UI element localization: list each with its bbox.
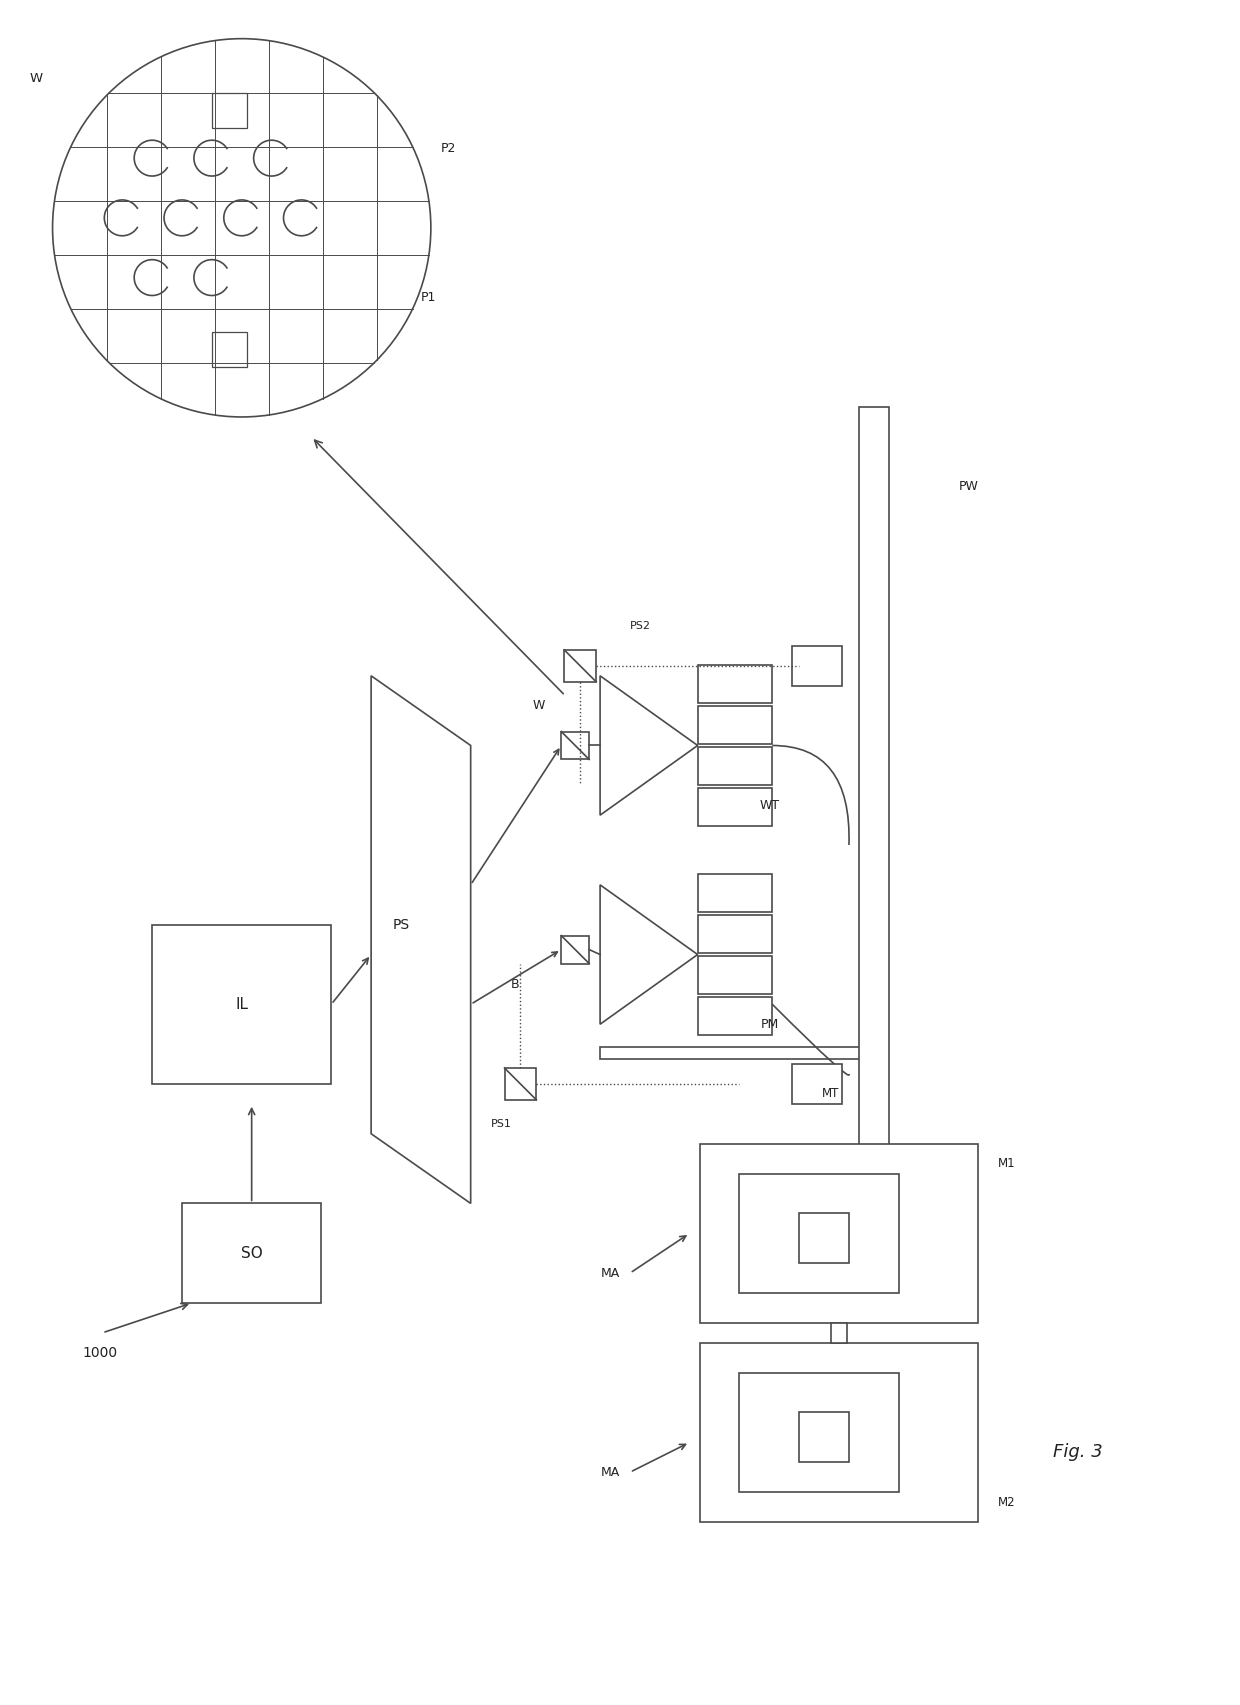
Bar: [182, 1204, 321, 1303]
Text: Fig. 3: Fig. 3: [1053, 1444, 1102, 1461]
Bar: [800, 1412, 849, 1463]
Bar: [739, 1373, 899, 1492]
Bar: [739, 1173, 899, 1292]
Text: PS1: PS1: [491, 1118, 511, 1129]
Text: PS: PS: [392, 917, 409, 931]
Bar: [699, 1344, 978, 1523]
Bar: [698, 957, 773, 994]
Text: IL: IL: [236, 997, 248, 1011]
Bar: [792, 1064, 842, 1103]
Text: MT: MT: [822, 1088, 839, 1100]
Text: MA: MA: [600, 1466, 620, 1478]
Bar: [792, 646, 842, 685]
Bar: [699, 1144, 978, 1323]
Circle shape: [52, 39, 430, 418]
Text: W: W: [533, 699, 546, 713]
Bar: [212, 332, 247, 367]
Text: PS2: PS2: [630, 621, 651, 631]
Text: P2: P2: [440, 142, 456, 155]
Bar: [698, 875, 773, 912]
Bar: [564, 650, 596, 682]
Bar: [698, 788, 773, 825]
Bar: [859, 407, 889, 1204]
Polygon shape: [371, 675, 471, 1204]
Bar: [698, 916, 773, 953]
Bar: [212, 94, 247, 128]
Bar: [698, 747, 773, 784]
Polygon shape: [600, 885, 698, 1025]
Text: 1000: 1000: [82, 1345, 118, 1361]
Text: PM: PM: [761, 1018, 779, 1032]
Text: SO: SO: [241, 1246, 263, 1260]
Text: M1: M1: [998, 1158, 1016, 1170]
Text: W: W: [30, 72, 42, 85]
Bar: [562, 936, 589, 963]
Text: M2: M2: [998, 1495, 1016, 1509]
Bar: [698, 997, 773, 1035]
Text: PW: PW: [959, 481, 978, 493]
Text: MA: MA: [600, 1267, 620, 1280]
Bar: [562, 731, 589, 759]
Text: B: B: [511, 979, 520, 991]
Text: WT: WT: [759, 798, 779, 812]
Bar: [505, 1067, 537, 1100]
Bar: [153, 924, 331, 1084]
Bar: [800, 1214, 849, 1263]
Bar: [831, 1323, 847, 1344]
Polygon shape: [600, 675, 698, 815]
Text: P1: P1: [420, 292, 436, 303]
Bar: [698, 665, 773, 702]
Bar: [698, 706, 773, 743]
Bar: [600, 1047, 879, 1059]
